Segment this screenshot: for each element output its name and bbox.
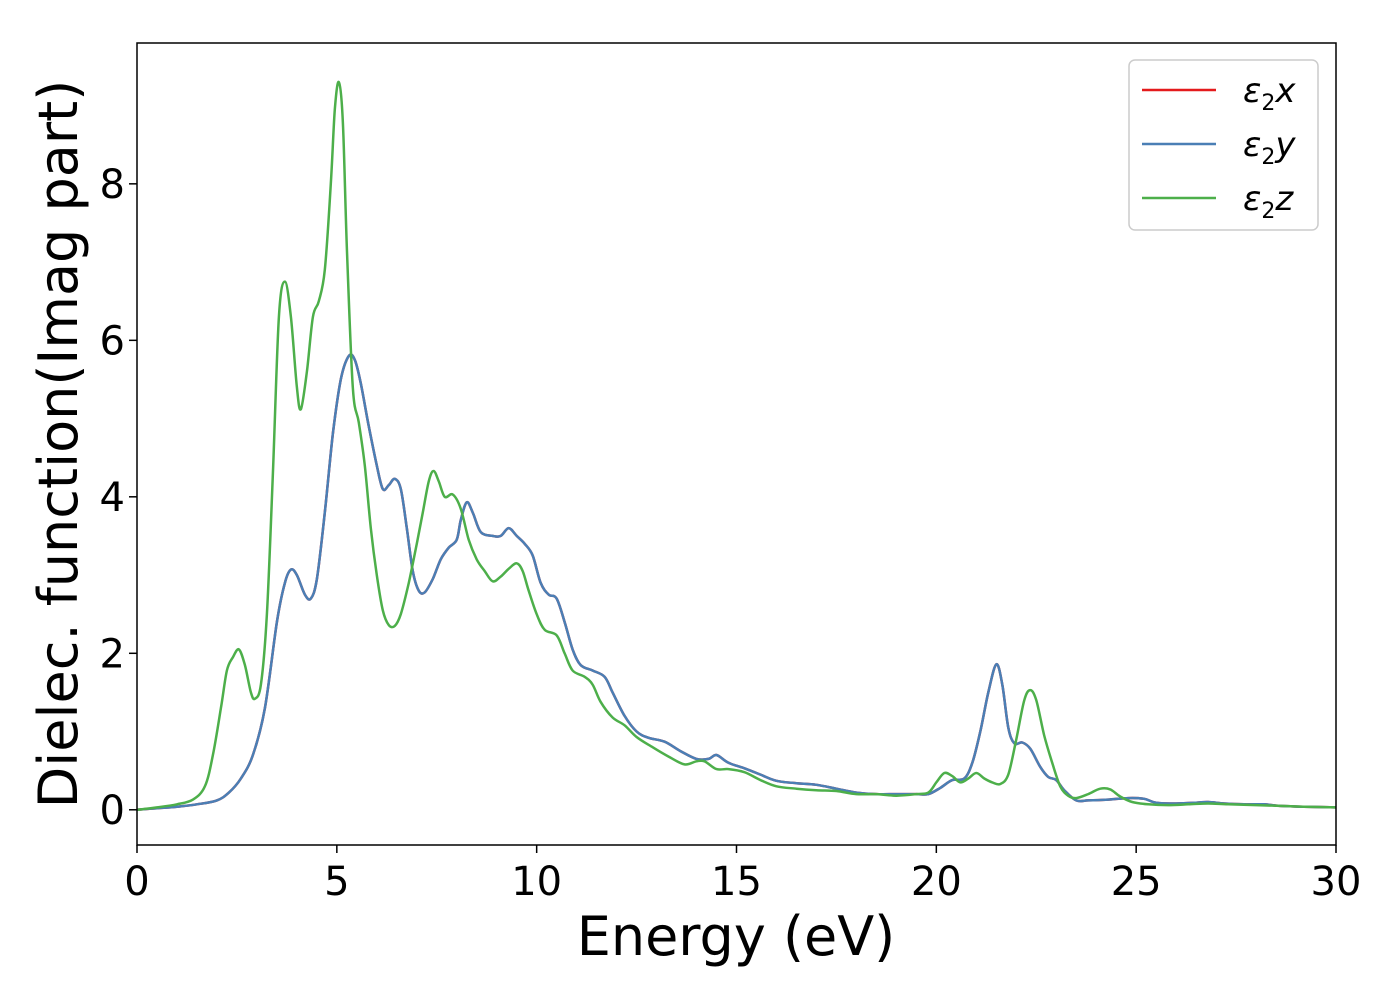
x-axis-label: Energy (eV) [577, 905, 896, 968]
legend-label-z: ε2z [1243, 179, 1294, 224]
x-tick-label: 25 [1111, 859, 1162, 905]
legend-symbol: ε [1243, 125, 1261, 165]
series-line-y [136, 353, 1337, 812]
legend-subscript: 2 [1261, 199, 1275, 224]
x-axis-ticks: 0 5 10 15 20 25 30 [124, 845, 1361, 905]
legend-subscript: 2 [1261, 145, 1275, 170]
y-tick-label: 8 [100, 162, 125, 208]
legend-symbol: ε [1243, 179, 1261, 219]
legend-box [1128, 59, 1319, 231]
legend-variable: x [1274, 71, 1296, 111]
legend-variable: z [1274, 179, 1294, 219]
series-layer [136, 80, 1337, 812]
legend-variable: y [1274, 125, 1296, 165]
y-tick-label: 4 [100, 475, 125, 521]
x-tick-label: 10 [511, 859, 562, 905]
legend-subscript: 2 [1261, 91, 1275, 116]
y-tick-label: 6 [100, 318, 125, 364]
legend-label-x: ε2x [1243, 71, 1296, 116]
y-tick-label: 2 [100, 631, 125, 677]
y-axis-label: Dielec. function(Imag part) [27, 80, 90, 809]
legend-symbol: ε [1243, 71, 1261, 111]
legend-label-y: ε2y [1243, 125, 1296, 170]
x-tick-label: 15 [711, 859, 762, 905]
y-axis-ticks: 0 2 4 6 8 [100, 162, 137, 834]
x-tick-label: 5 [324, 859, 349, 905]
x-tick-label: 20 [911, 859, 962, 905]
series-line-z [136, 80, 1337, 812]
y-tick-label: 0 [100, 788, 125, 834]
x-tick-label: 0 [124, 859, 149, 905]
x-tick-label: 30 [1311, 859, 1362, 905]
